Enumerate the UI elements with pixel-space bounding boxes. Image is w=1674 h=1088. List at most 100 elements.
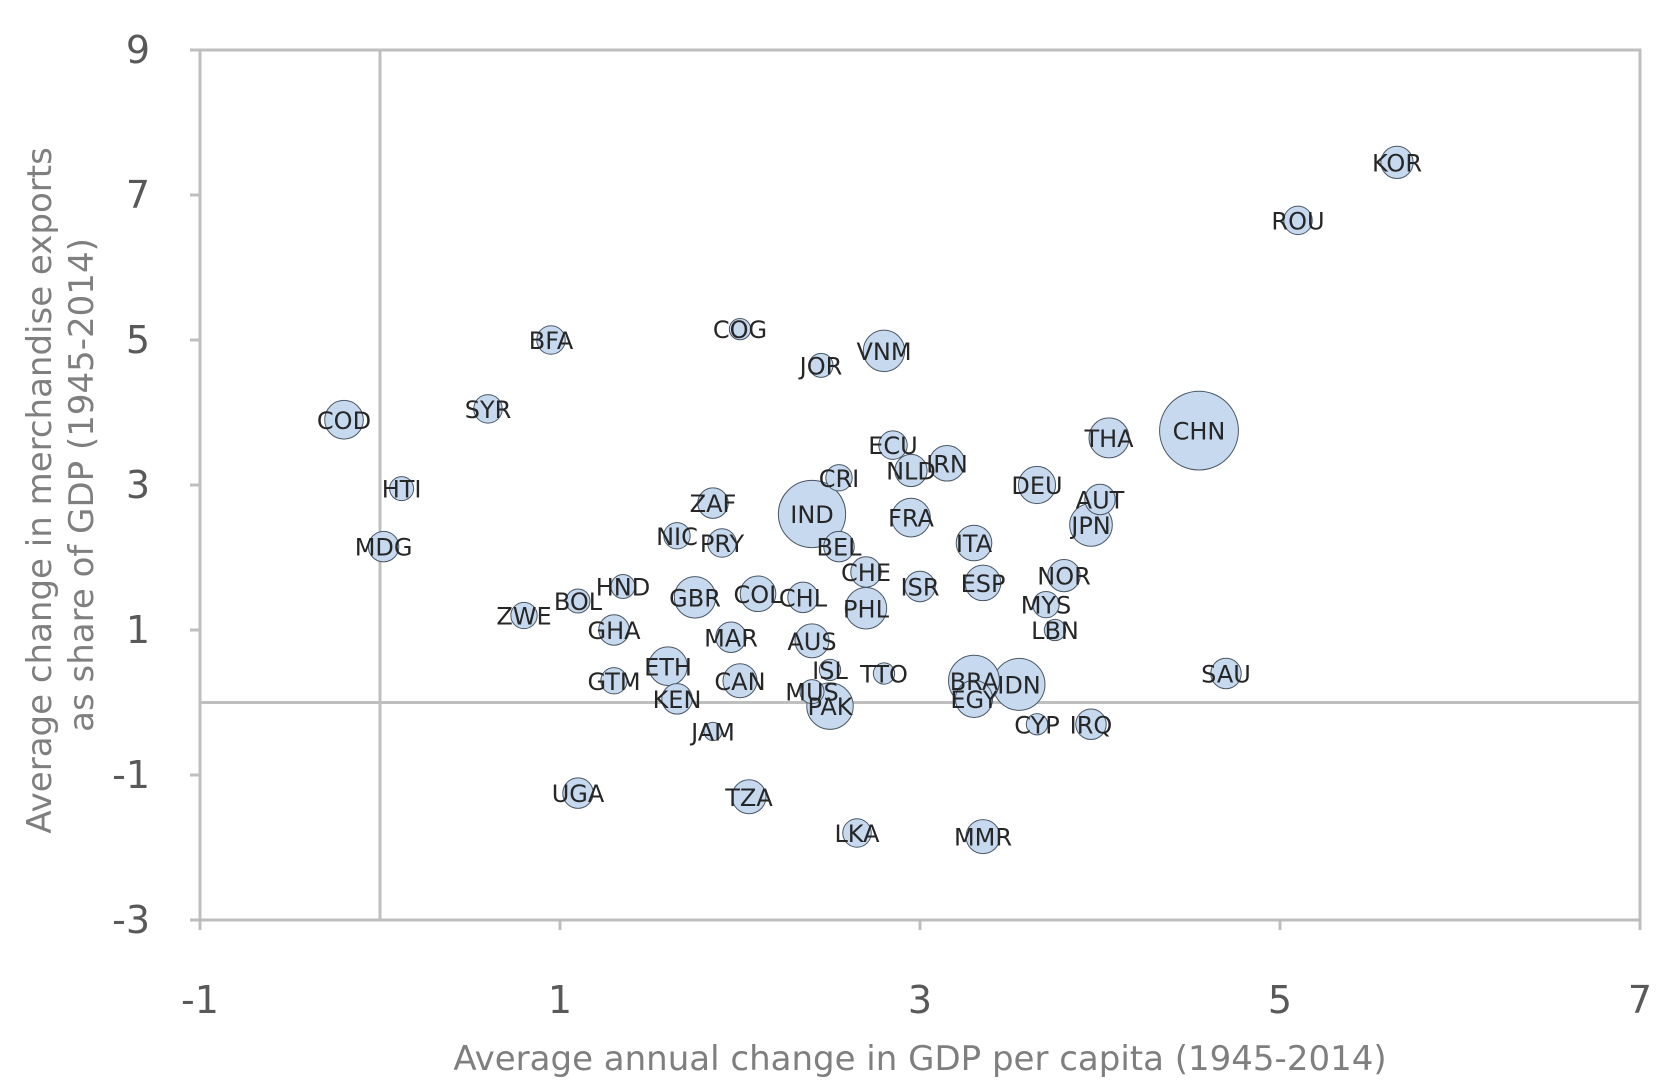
label-tto: TTO: [859, 661, 908, 689]
bubble-mdg: [367, 530, 400, 563]
y-tick-label: 3: [126, 463, 150, 507]
label-can: CAN: [714, 668, 765, 696]
label-deu: DEU: [1011, 472, 1062, 500]
bubble-syr: [473, 394, 503, 424]
bubble-ita: [955, 524, 993, 562]
bubble-cod: [324, 399, 364, 440]
bubble-tza: [731, 779, 767, 815]
bubble-bol: [565, 588, 591, 614]
y-tick-label: -3: [112, 898, 150, 942]
label-lka: LKA: [834, 820, 880, 848]
label-cod: COD: [317, 407, 371, 435]
bubble-eth: [648, 646, 688, 687]
label-ken: KEN: [653, 686, 702, 714]
bubble-rou: [1283, 205, 1313, 236]
y-axis-ticks: 9 7 5 3 1 -1 -3: [112, 28, 200, 942]
label-hti: HTI: [382, 476, 422, 504]
label-mys: MYS: [1021, 592, 1072, 620]
label-irq: IRQ: [1070, 711, 1113, 739]
label-isr: ISR: [901, 574, 940, 602]
label-zwe: ZWE: [496, 603, 551, 631]
label-tha: THA: [1083, 425, 1134, 453]
label-pak: PAK: [807, 693, 853, 721]
label-ita: ITA: [956, 530, 993, 558]
bubble-esp: [964, 564, 1002, 602]
bubble-nld: [894, 453, 928, 488]
label-jpn: JPN: [1069, 512, 1111, 540]
x-tick-label: -1: [181, 978, 219, 1022]
bubble-cri: [825, 464, 853, 492]
label-pry: PRY: [700, 530, 745, 558]
bubble-irn: [928, 444, 966, 482]
label-cog: COG: [713, 316, 767, 344]
bubble-can: [722, 663, 758, 699]
bubble-cyp: [1025, 713, 1049, 736]
bubble-gbr: [673, 576, 717, 619]
label-idn: IDN: [997, 671, 1041, 699]
bubble-aus: [794, 623, 830, 659]
bubble-ecu: [878, 430, 908, 460]
label-aut: AUT: [1076, 487, 1125, 515]
label-nic: NIC: [656, 523, 698, 551]
bubble-lka: [842, 818, 872, 848]
label-fra: FRA: [888, 505, 935, 533]
label-jor: JOR: [798, 352, 843, 380]
label-chn: CHN: [1173, 418, 1226, 446]
label-syr: SYR: [465, 396, 512, 424]
bubble-jor: [808, 352, 834, 378]
bubble-zaf: [697, 487, 729, 519]
label-irn: IRN: [926, 450, 968, 478]
bubble-jam: [703, 721, 723, 742]
label-vnm: VNM: [856, 338, 911, 366]
label-ind: IND: [790, 501, 834, 529]
x-axis-title: Average annual change in GDP per capita …: [453, 1039, 1386, 1079]
label-mar: MAR: [704, 624, 758, 652]
bubble-hnd: [610, 574, 636, 599]
label-kor: KOR: [1372, 149, 1422, 177]
label-col: COL: [733, 581, 783, 609]
bubble-col: [739, 575, 777, 613]
bubble-deu: [1017, 465, 1057, 505]
x-tick-label: 7: [1628, 978, 1652, 1022]
label-nld: NLD: [886, 458, 936, 486]
label-che: CHE: [841, 559, 891, 587]
bubble-uga: [562, 777, 594, 809]
label-esp: ESP: [961, 570, 1006, 598]
bubble-bfa: [536, 325, 566, 355]
label-zaf: ZAF: [690, 490, 737, 518]
bubble-zwe: [510, 601, 538, 630]
label-eth: ETH: [644, 653, 692, 681]
y-axis-title-line-1: Average change in merchandise exports: [20, 147, 60, 833]
label-nor: NOR: [1037, 563, 1091, 591]
label-phl: PHL: [843, 595, 890, 623]
label-bol: BOL: [554, 588, 603, 616]
y-tick-label: 7: [126, 173, 150, 217]
bubble-isr: [904, 570, 936, 603]
bubble-mar: [715, 621, 747, 653]
label-isl: ISL: [812, 657, 848, 685]
label-uga: UGA: [552, 780, 605, 808]
bubble-mus: [799, 679, 825, 705]
bubble-gtm: [600, 667, 628, 695]
label-jam: JAM: [689, 719, 735, 747]
label-ecu: ECU: [868, 432, 918, 460]
label-bra: BRA: [950, 668, 999, 696]
label-mmr: MMR: [954, 824, 1012, 852]
bubble-aut: [1084, 483, 1116, 516]
y-tick-label: 1: [126, 608, 150, 652]
label-aus: AUS: [787, 628, 836, 656]
bubble-mys: [1032, 590, 1060, 619]
bubble-tha: [1088, 417, 1130, 459]
bubble-vnm: [862, 329, 906, 373]
y-tick-label: -1: [112, 753, 150, 797]
label-lbn: LBN: [1031, 617, 1079, 645]
bubble-ind: [777, 479, 847, 549]
x-tick-label: 1: [548, 978, 572, 1022]
bubble-tto: [872, 662, 896, 685]
bubble-series: [324, 145, 1414, 855]
bubble-nor: [1047, 558, 1081, 593]
x-tick-label: 5: [1268, 978, 1292, 1022]
y-axis-title: Average change in merchandise exports as…: [20, 136, 102, 833]
label-egy: EGY: [950, 686, 998, 714]
x-tick-label: 3: [908, 978, 932, 1022]
